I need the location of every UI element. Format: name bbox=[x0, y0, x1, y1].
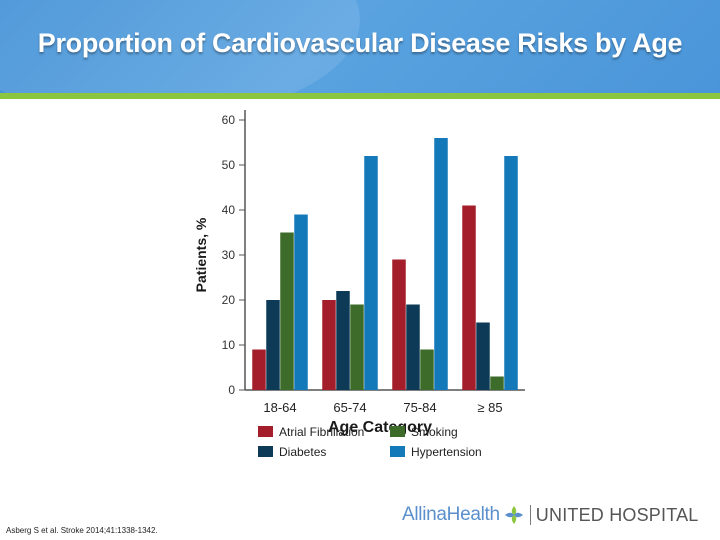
leaf-cross-icon bbox=[504, 506, 523, 524]
legend-swatch bbox=[390, 426, 405, 437]
bar-diabetes bbox=[476, 322, 490, 390]
bar-atrial-fibrillation bbox=[322, 300, 336, 390]
bar-hypertension bbox=[294, 214, 308, 390]
slide-title: Proportion of Cardiovascular Disease Ris… bbox=[37, 28, 683, 58]
y-tick-label: 10 bbox=[222, 338, 236, 352]
citation: Asberg S et al. Stroke 2014;41:1338-1342… bbox=[6, 526, 158, 535]
legend-label: Atrial Fibrillation bbox=[279, 425, 364, 439]
y-tick-label: 30 bbox=[222, 248, 236, 262]
bar-atrial-fibrillation bbox=[462, 205, 476, 390]
y-tick-label: 40 bbox=[222, 203, 236, 217]
bar-atrial-fibrillation bbox=[252, 349, 266, 390]
bar-hypertension bbox=[504, 156, 518, 390]
legend-label: Smoking bbox=[411, 425, 458, 439]
x-axis-label: Age Category bbox=[328, 419, 432, 436]
bar-diabetes bbox=[406, 304, 420, 390]
legend-swatch bbox=[258, 426, 273, 437]
bar-smoking bbox=[350, 304, 364, 390]
allina-health-logo: Allina Health UNITED HOSPITAL bbox=[402, 503, 699, 527]
bar-atrial-fibrillation bbox=[392, 259, 406, 390]
bar-diabetes bbox=[266, 300, 280, 390]
y-tick-label: 60 bbox=[222, 113, 236, 127]
logo-brand-allina: Allina bbox=[402, 504, 447, 525]
bar-smoking bbox=[280, 232, 294, 390]
bar-chart: 0 10 20 30 40 50 60 Patients, % 18-64 65-74 75-84 ≥… bbox=[193, 110, 525, 459]
x-tick-label: 65-74 bbox=[333, 400, 366, 415]
legend-label: Hypertension bbox=[411, 445, 482, 459]
x-tick-label: 18-64 bbox=[263, 400, 296, 415]
legend-label: Diabetes bbox=[279, 445, 326, 459]
bar-smoking bbox=[490, 376, 504, 390]
y-tick-label: 0 bbox=[228, 383, 235, 397]
logo-divider bbox=[529, 505, 531, 525]
accent-bar bbox=[0, 93, 720, 99]
legend-swatch bbox=[390, 446, 405, 457]
bar-smoking bbox=[420, 349, 434, 390]
bar-diabetes bbox=[336, 291, 350, 390]
header-glow bbox=[0, 0, 360, 93]
x-tick-label: 75-84 bbox=[403, 400, 436, 415]
y-tick-label: 50 bbox=[222, 158, 236, 172]
y-axis-label: Patients, % bbox=[193, 217, 209, 292]
logo-brand-health: Health bbox=[446, 504, 500, 525]
bar-hypertension bbox=[364, 156, 378, 390]
logo-hospital-name: UNITED HOSPITAL bbox=[535, 504, 699, 525]
legend-swatch bbox=[258, 446, 273, 457]
slide-header: Proportion of Cardiovascular Disease Ris… bbox=[0, 0, 720, 93]
y-tick-label: 20 bbox=[222, 293, 236, 307]
bar-hypertension bbox=[434, 138, 448, 390]
x-tick-label: ≥ 85 bbox=[477, 400, 502, 415]
